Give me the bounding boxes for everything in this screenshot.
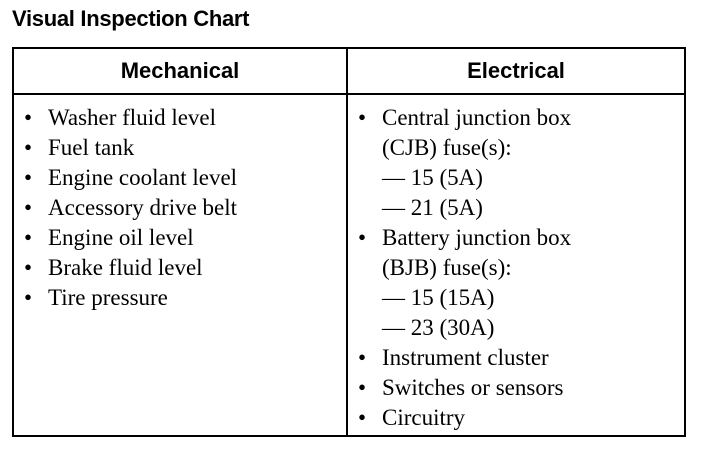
mechanical-cell: Washer fluid levelFuel tankEngine coolan… [12,93,348,437]
inspection-table: Mechanical Electrical Washer fluid level… [12,47,686,437]
list-item: Engine coolant level [22,163,346,193]
list-item: Accessory drive belt [22,193,346,223]
list-item: Switches or sensors [356,373,684,403]
list-item: Instrument cluster [356,343,684,373]
header-mechanical: Mechanical [12,47,348,95]
header-electrical: Electrical [346,47,686,95]
list-item: Brake fluid level [22,253,346,283]
list-item: Tire pressure [22,283,346,313]
list-item: Fuel tank [22,133,346,163]
list-item: Engine oil level [22,223,346,253]
list-item: — 23 (30A) [382,315,495,340]
chart-title: Visual Inspection Chart [12,6,250,31]
list-item: Central junction box [356,103,684,133]
mechanical-list: Washer fluid levelFuel tankEngine coolan… [22,103,346,313]
list-item: (CJB) fuse(s): [382,135,512,160]
list-item: — 15 (5A) [382,165,483,190]
list-item: — 21 (5A) [382,195,483,220]
list-item: Circuitry [356,403,684,433]
list-item: Battery junction box [356,223,684,253]
electrical-list: Central junction box(CJB) fuse(s): — 15 (… [356,103,684,433]
list-item: (BJB) fuse(s): [382,255,512,280]
electrical-cell: Central junction box(CJB) fuse(s): — 15 (… [346,93,686,437]
list-item: Washer fluid level [22,103,346,133]
list-item: — 15 (15A) [382,285,495,310]
